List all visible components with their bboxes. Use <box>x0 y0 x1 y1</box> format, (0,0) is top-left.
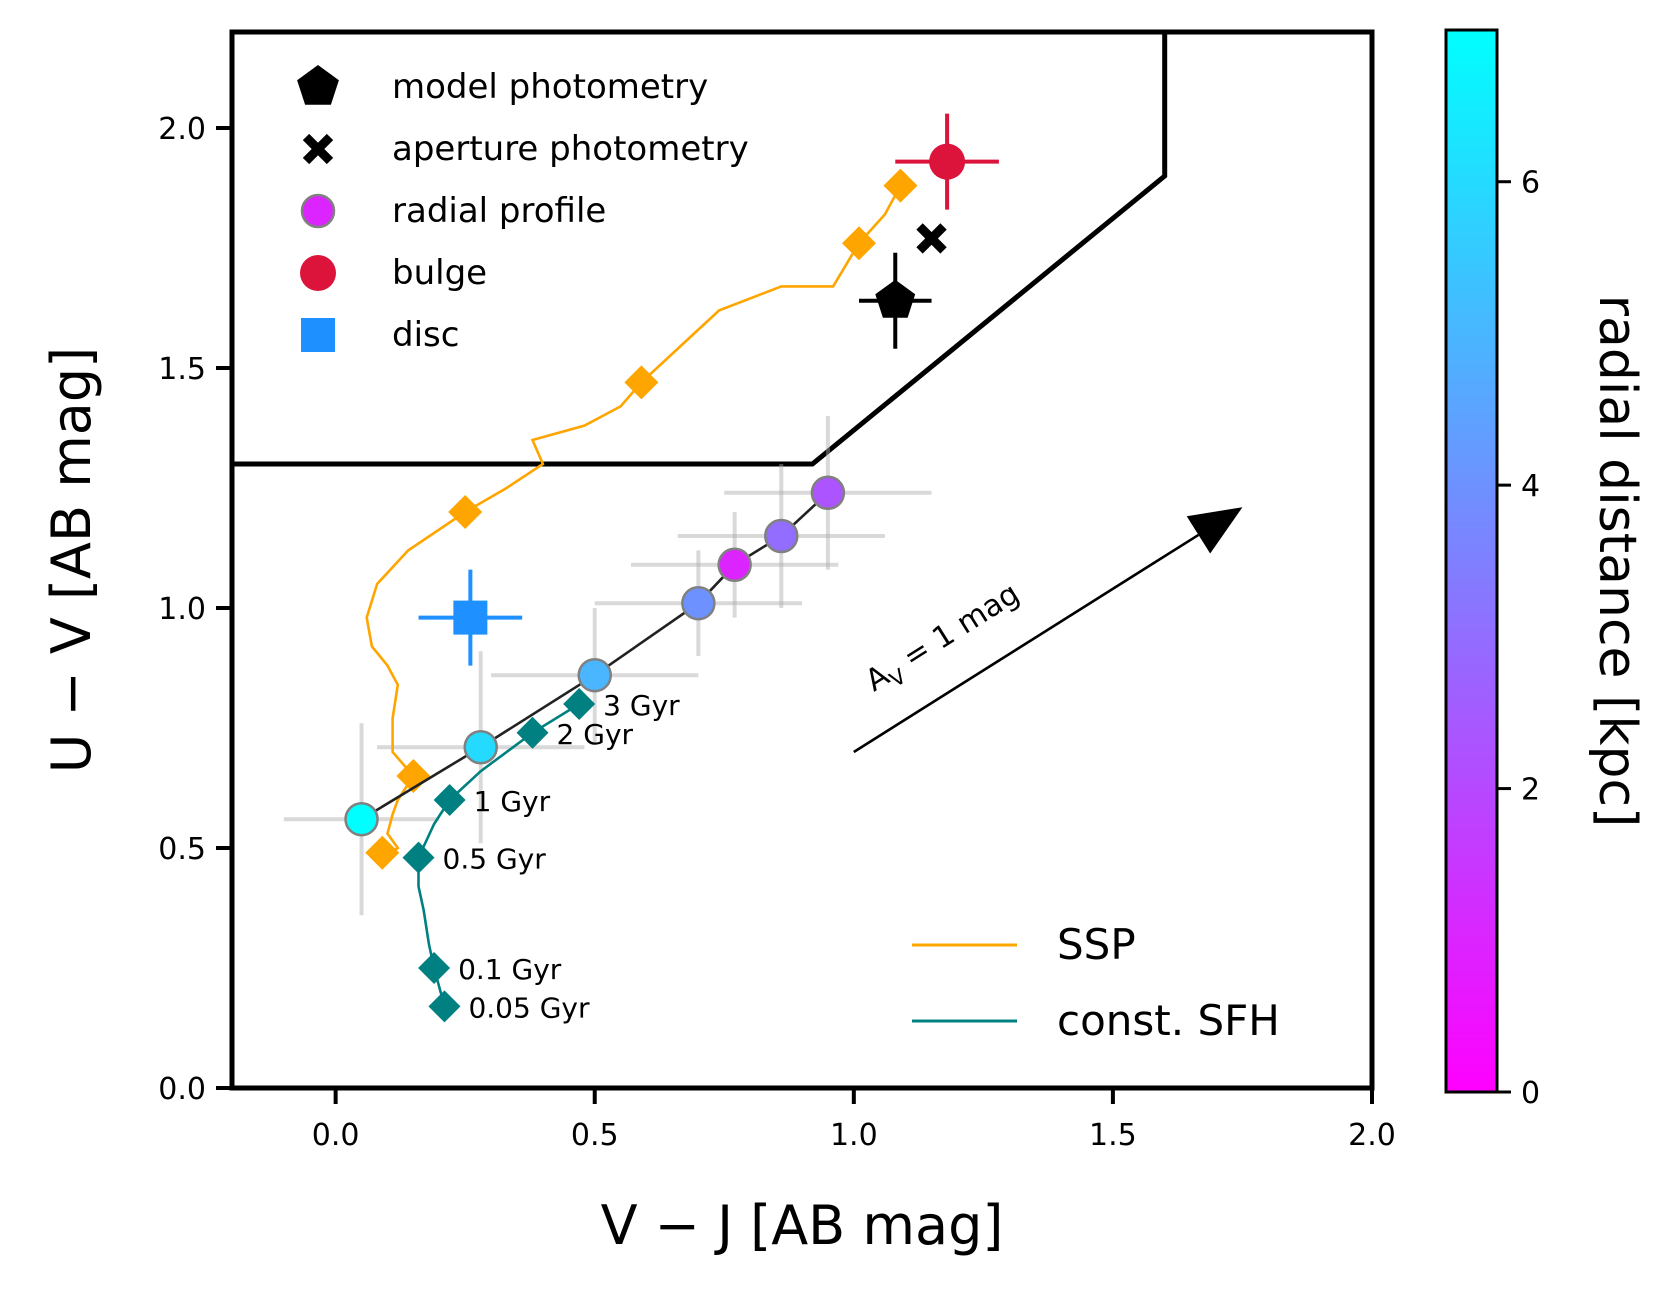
x-axis-label: V − J [AB mag] <box>601 1194 1004 1257</box>
legend-marker-label-0: model photometry <box>392 67 708 107</box>
extinction-label-rest: = 1 mag <box>889 576 1026 680</box>
legend-marker-label-2: radial profile <box>392 191 606 231</box>
legend-model-photometry-marker <box>297 65 339 105</box>
y-tick-label-4: 2.0 <box>158 112 206 147</box>
x-tick-label-1: 0.5 <box>571 1118 619 1153</box>
legend-radial-profile-marker <box>300 193 336 229</box>
sfh-age-label-1: 0.1 Gyr <box>458 953 562 986</box>
legend-aperture-photometry-marker <box>302 133 334 165</box>
radial-profile-point-0 <box>344 801 379 837</box>
x-tick-label-2: 1.0 <box>830 1118 878 1153</box>
disc-marker <box>453 600 488 635</box>
x-tick-label-4: 2.0 <box>1348 1118 1396 1153</box>
colorbar-tick-label-0: 0 <box>1521 1076 1540 1111</box>
colorbar: 0 2 4 6 radial distance [kpc] <box>1444 28 1647 1111</box>
ssp-marker-2 <box>448 495 483 529</box>
legend-disc-marker <box>301 318 335 352</box>
y-tick-label-1: 0.5 <box>158 832 206 867</box>
radial-profile-point-1 <box>463 729 498 765</box>
y-tick-label-0: 0.0 <box>158 1072 206 1107</box>
ssp-marker-1 <box>396 759 431 793</box>
x-tick-label-0: 0.0 <box>312 1118 360 1153</box>
legend-line-label-1: const. SFH <box>1057 996 1280 1045</box>
model-photometry-marker <box>875 279 916 318</box>
plot-frame <box>229 29 1375 1091</box>
quiescent-boundary-line <box>232 32 1168 467</box>
aperture-photometry-marker <box>916 223 947 254</box>
ssp-marker-3 <box>624 365 659 400</box>
radial-profile-point-2 <box>577 657 612 693</box>
radial-profile-point-5 <box>810 475 846 511</box>
colorbar-tick-label-2: 4 <box>1521 469 1540 504</box>
legend-line-label-0: SSP <box>1057 920 1136 969</box>
colorbar-gradient <box>1444 28 1499 1094</box>
ssp-marker-0 <box>365 835 400 870</box>
sfh-marker-3 <box>433 784 466 816</box>
extinction-arrow-head <box>1186 507 1243 554</box>
y-axis-label: U − V [AB mag] <box>40 347 103 773</box>
legend-marker-label-4: disc <box>392 315 459 355</box>
cross-stroke-b <box>302 133 334 165</box>
x-tick-label-3: 1.5 <box>1089 1118 1137 1153</box>
legend-marker-label-3: bulge <box>392 253 487 293</box>
ssp-marker-5 <box>883 168 918 203</box>
colorbar-tick-label-1: 2 <box>1521 773 1540 808</box>
sfh-marker-2 <box>402 841 435 874</box>
legend-layer: model photometry aperture photometry radia… <box>297 65 1280 1045</box>
ssp-marker-4 <box>842 226 876 261</box>
extinction-arrow-shaft <box>853 533 1200 754</box>
radial-profile-point-6 <box>717 547 752 583</box>
y-tick-label-2: 1.0 <box>158 592 206 627</box>
sfh-marker-4 <box>516 716 549 749</box>
sfh-age-label-3: 1 Gyr <box>474 785 551 818</box>
sfh-age-label-5: 3 Gyr <box>603 689 680 722</box>
sfh-age-label-4: 2 Gyr <box>557 718 634 751</box>
radial-profile-point-4 <box>764 518 799 554</box>
ssp-track-line <box>365 184 902 859</box>
y-tick-label-3: 1.5 <box>158 352 206 387</box>
extinction-arrow-label: AV = 1 mag <box>859 576 1028 703</box>
legend-marker-label-1: aperture photometry <box>392 129 749 169</box>
colorbar-label: radial distance [kpc] <box>1587 295 1647 828</box>
colorbar-tick-label-3: 6 <box>1521 166 1540 201</box>
legend-bulge-marker <box>300 255 336 291</box>
bulge-marker <box>929 143 966 180</box>
sfh-marker-5 <box>563 688 596 720</box>
cross-stroke-b <box>916 223 947 254</box>
sfh-age-label-0: 0.05 Gyr <box>468 991 590 1024</box>
sfh-marker-1 <box>418 952 451 984</box>
axes-layer: 0.0 0.5 1.0 1.5 2.0 0.0 0.5 1.0 1.5 2.0 V − J [AB … <box>40 29 1396 1257</box>
sfh-marker-0 <box>428 990 461 1023</box>
sfh-age-label-2: 0.5 Gyr <box>443 843 547 876</box>
radial-profile-point-3 <box>681 585 716 621</box>
